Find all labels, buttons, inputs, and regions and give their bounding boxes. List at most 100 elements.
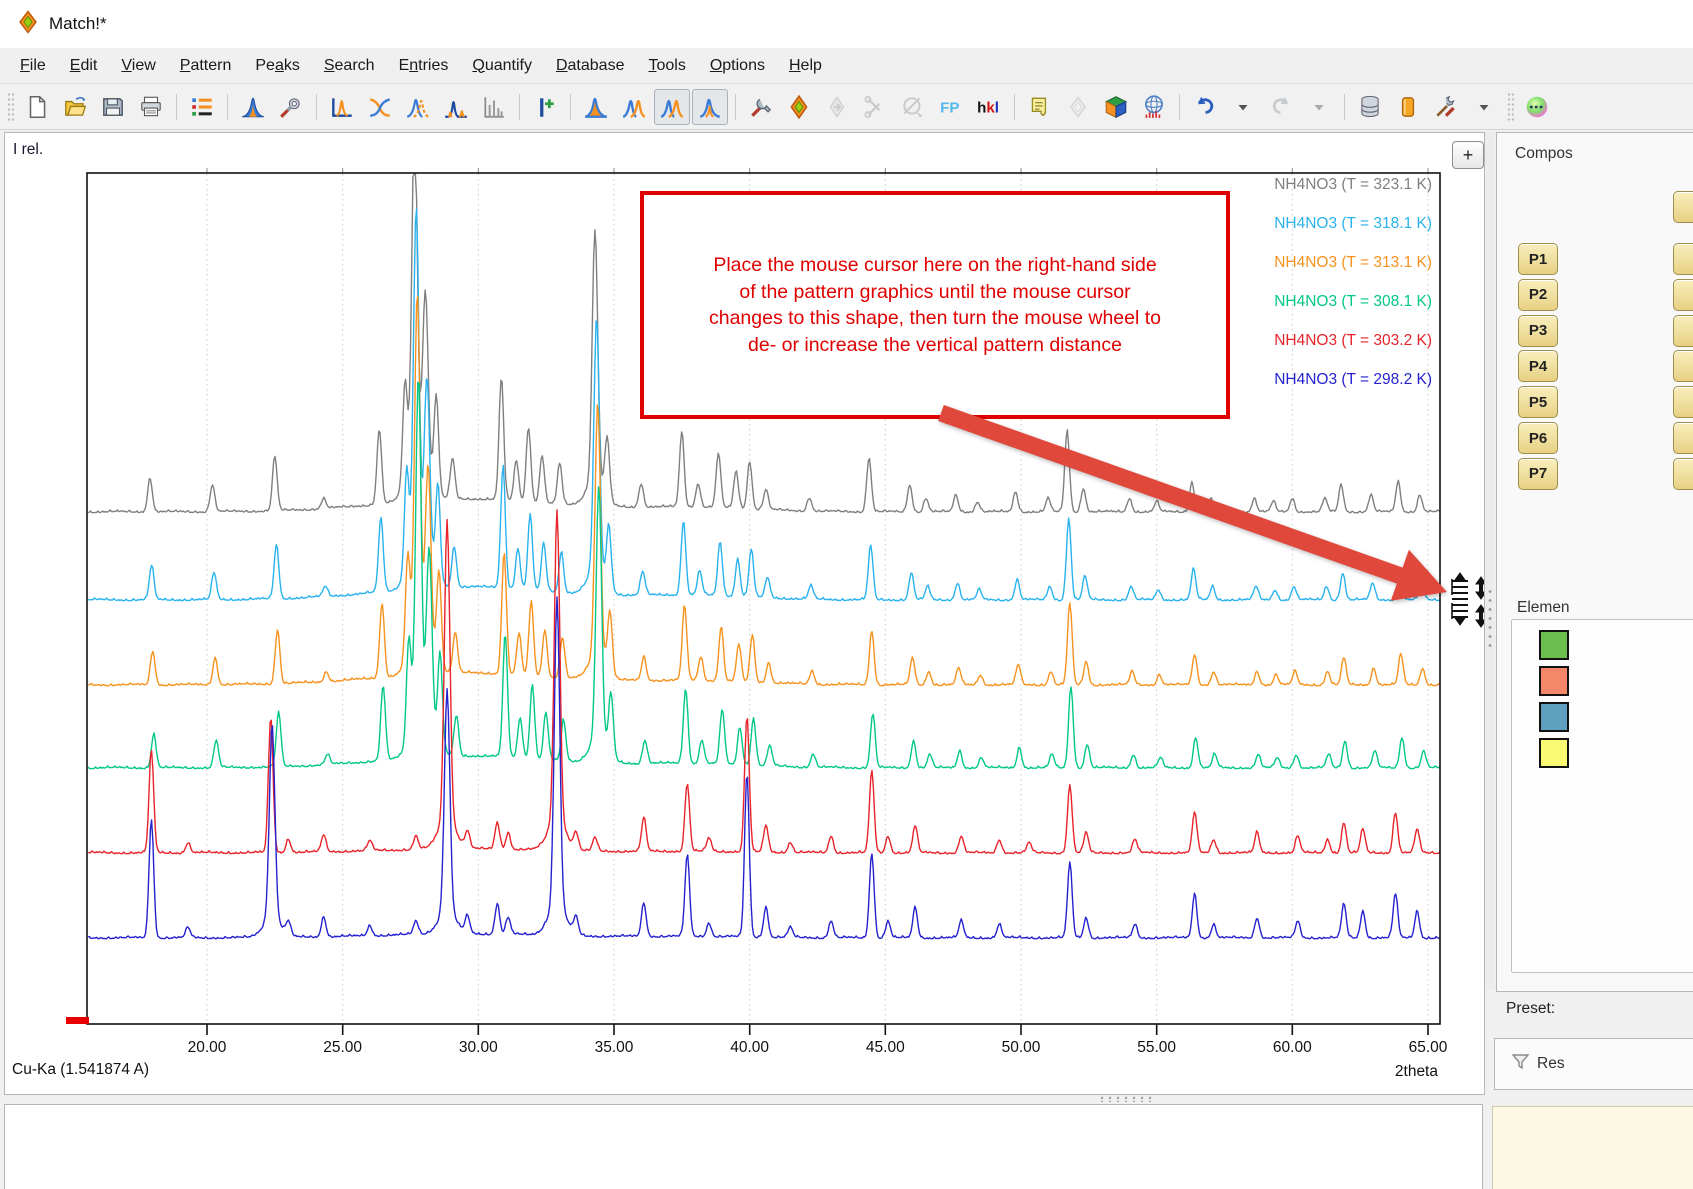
report-icon[interactable] (1022, 89, 1058, 125)
peak-baseline-icon[interactable] (324, 89, 360, 125)
pattern-trace-2 (88, 295, 1441, 687)
x-tick-label: 35.00 (594, 1039, 634, 1056)
legend-entry: NH4NO3 (T = 303.2 K) (1274, 332, 1432, 349)
peak-fill-icon[interactable] (235, 89, 271, 125)
menu-help[interactable]: Help (788, 56, 822, 74)
clipped-button[interactable] (1673, 278, 1693, 311)
zero-intensity-marker (66, 1017, 89, 1024)
save-icon[interactable] (95, 89, 131, 125)
phase-button-p7[interactable]: P7 (1518, 457, 1558, 490)
peak-pair-icon[interactable] (654, 88, 690, 125)
clipped-button[interactable] (1673, 243, 1693, 275)
add-peak-icon[interactable] (527, 89, 563, 125)
expand-plus-button[interactable]: + (1452, 141, 1484, 169)
annotation-text-line: de- or increase the vertical pattern dis… (748, 333, 1122, 356)
phase-button-p6[interactable]: P6 (1518, 422, 1558, 454)
caret-down-icon (1301, 89, 1337, 125)
menu-options[interactable]: Options (709, 56, 765, 74)
peak-orange-icon[interactable] (578, 89, 614, 125)
match-diamond-icon[interactable] (781, 89, 817, 125)
element-color-swatch[interactable] (1539, 738, 1569, 768)
clipped-button[interactable] (1673, 386, 1693, 419)
x-tick-label: 65.00 (1408, 1039, 1448, 1056)
clipped-button[interactable] (1673, 422, 1693, 454)
peak-satellites-icon[interactable] (438, 89, 474, 125)
fp-icon[interactable]: FP (933, 89, 969, 125)
entry-cylinder-icon[interactable] (1390, 89, 1426, 125)
menu-view[interactable]: View (121, 56, 156, 74)
scissors-icon (857, 89, 893, 125)
filter-funnel-icon[interactable] (1511, 1053, 1530, 1075)
phase-button-p1[interactable]: P1 (1518, 243, 1558, 275)
svg-text:FP: FP (940, 99, 959, 116)
database-icon[interactable] (1352, 89, 1388, 125)
print-icon[interactable] (133, 89, 169, 125)
search-settings-icon[interactable] (273, 89, 309, 125)
clipped-button[interactable] (1673, 457, 1693, 490)
window-title: Match!* (49, 14, 107, 33)
menu-entries[interactable]: Entries (398, 56, 449, 74)
x-tick-label: 30.00 (458, 1039, 498, 1056)
element-color-swatch[interactable] (1539, 630, 1569, 660)
clipped-button[interactable] (1673, 314, 1693, 347)
lower-list-panel (4, 1104, 1483, 1189)
caret-down-icon[interactable] (1466, 89, 1502, 125)
annotation-text-line: changes to this shape, then turn the mou… (708, 307, 1162, 329)
element-color-swatch[interactable] (1539, 702, 1569, 732)
menu-peaks[interactable]: Peaks (255, 56, 300, 74)
phase-button-p4[interactable]: P4 (1518, 350, 1558, 383)
x-tick-label: 60.00 (1272, 1039, 1312, 1056)
x-tick-label: 50.00 (1001, 1039, 1041, 1056)
legend-entry: NH4NO3 (T = 313.1 K) (1274, 254, 1432, 271)
tools-icon[interactable] (743, 89, 779, 125)
peak-narrow-icon[interactable] (692, 88, 728, 125)
peak-crossed-icon[interactable] (362, 89, 398, 125)
hkl-icon[interactable]: hkl (971, 89, 1007, 125)
toolbar-grip[interactable] (7, 91, 14, 122)
x-axis-title: 2theta (1394, 1063, 1438, 1080)
cube-icon[interactable] (1098, 89, 1134, 125)
results-label: Res (1537, 1055, 1565, 1072)
undo-icon[interactable] (1187, 89, 1223, 125)
toolbox-icon[interactable] (1428, 89, 1464, 125)
toolbar-separator (176, 93, 177, 120)
phase-button-p5[interactable]: P5 (1518, 386, 1558, 419)
legend-entry: NH4NO3 (T = 323.1 K) (1274, 176, 1432, 193)
menu-pattern[interactable]: Pattern (179, 56, 232, 74)
composition-panel: Compos P1 P2 P3 P4 P5 P6 P7 Elemen (1496, 132, 1693, 992)
structure-sphere-icon[interactable] (1136, 89, 1172, 125)
menu-database[interactable]: Database (555, 56, 625, 74)
caret-down-icon[interactable] (1225, 89, 1261, 125)
menu-edit[interactable]: Edit (69, 56, 98, 74)
color-sphere-icon[interactable] (1519, 89, 1555, 125)
bar-graph-icon[interactable] (476, 89, 512, 125)
phase-button-p3[interactable]: P3 (1518, 314, 1558, 347)
x-tick-label: 55.00 (1137, 1039, 1177, 1056)
clipped-button[interactable] (1673, 350, 1693, 383)
menu-tools[interactable]: Tools (648, 56, 686, 74)
menu-bar: File Edit View Pattern Peaks Search Entries Qua… (0, 48, 1693, 84)
peak-dashed-pair-icon[interactable] (400, 89, 436, 125)
menu-file[interactable]: File (20, 56, 46, 74)
clipped-button[interactable] (1673, 191, 1693, 223)
toolbar-grip[interactable] (1507, 91, 1514, 122)
redo-icon (1263, 89, 1299, 125)
panel-splitter-vertical[interactable] (1485, 132, 1495, 990)
results-filter-panel: Res (1494, 1038, 1693, 1090)
panel-splitter-horizontal[interactable] (1098, 1096, 1154, 1102)
new-document-icon[interactable] (19, 89, 55, 125)
anode-wavelength-label: Cu-Ka (1.541874 A) (12, 1061, 150, 1078)
element-color-swatch[interactable] (1539, 666, 1569, 696)
menu-quantify[interactable]: Quantify (472, 56, 532, 74)
phase-button-p2[interactable]: P2 (1518, 278, 1558, 311)
x-tick-label: 40.00 (730, 1039, 770, 1056)
menu-search[interactable]: Search (323, 56, 375, 74)
legend-entry: NH4NO3 (T = 298.2 K) (1274, 371, 1432, 388)
preset-label: Preset: (1506, 1000, 1556, 1017)
toolbar-separator (1344, 93, 1345, 120)
open-folder-icon[interactable] (57, 89, 93, 125)
svg-text:hkl: hkl (977, 99, 999, 116)
pattern-list-icon[interactable] (184, 89, 220, 125)
peak-pair-icon[interactable] (616, 89, 652, 125)
